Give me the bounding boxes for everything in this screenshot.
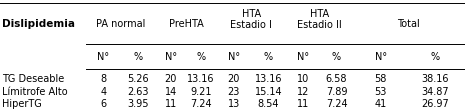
Text: HiperTG: HiperTG	[2, 99, 42, 109]
Text: 11: 11	[297, 99, 309, 109]
Text: 23: 23	[227, 87, 240, 97]
Text: Límitrofe Alto: Límitrofe Alto	[2, 87, 68, 97]
Text: 13.16: 13.16	[255, 74, 282, 84]
Text: %: %	[332, 52, 341, 62]
Text: %: %	[134, 52, 143, 62]
Text: 13.16: 13.16	[187, 74, 215, 84]
Text: N°: N°	[375, 52, 387, 62]
Text: PA normal: PA normal	[96, 19, 146, 29]
Text: %: %	[431, 52, 440, 62]
Text: %: %	[197, 52, 206, 62]
Text: N°: N°	[297, 52, 309, 62]
Text: 12: 12	[297, 87, 309, 97]
Text: HTA
Estadio II: HTA Estadio II	[297, 9, 342, 30]
Text: Total: Total	[397, 19, 419, 29]
Text: 58: 58	[374, 74, 387, 84]
Text: 6: 6	[100, 99, 106, 109]
Text: 14: 14	[165, 87, 177, 97]
Text: N°: N°	[165, 52, 177, 62]
Text: 7.24: 7.24	[190, 99, 212, 109]
Text: 15.14: 15.14	[255, 87, 282, 97]
Text: N°: N°	[97, 52, 110, 62]
Text: N°: N°	[227, 52, 240, 62]
Text: 7.24: 7.24	[326, 99, 347, 109]
Text: 26.97: 26.97	[421, 99, 449, 109]
Text: 11: 11	[165, 99, 177, 109]
Text: 34.87: 34.87	[422, 87, 449, 97]
Text: 5.26: 5.26	[127, 74, 149, 84]
Text: %: %	[264, 52, 273, 62]
Text: 8: 8	[100, 74, 106, 84]
Text: 10: 10	[297, 74, 309, 84]
Text: 41: 41	[375, 99, 387, 109]
Text: TG Deseable: TG Deseable	[2, 74, 65, 84]
Text: 4: 4	[100, 87, 106, 97]
Text: 8.54: 8.54	[258, 99, 279, 109]
Text: 20: 20	[165, 74, 177, 84]
Text: PreHTA: PreHTA	[169, 19, 203, 29]
Text: 9.21: 9.21	[190, 87, 212, 97]
Text: 38.16: 38.16	[422, 74, 449, 84]
Text: HTA
Estadio I: HTA Estadio I	[230, 9, 272, 30]
Text: 7.89: 7.89	[326, 87, 347, 97]
Text: 13: 13	[227, 99, 240, 109]
Text: 3.95: 3.95	[127, 99, 149, 109]
Text: Dislipidemia: Dislipidemia	[2, 19, 75, 29]
Text: 53: 53	[374, 87, 387, 97]
Text: 2.63: 2.63	[127, 87, 149, 97]
Text: 20: 20	[227, 74, 240, 84]
Text: 6.58: 6.58	[326, 74, 347, 84]
